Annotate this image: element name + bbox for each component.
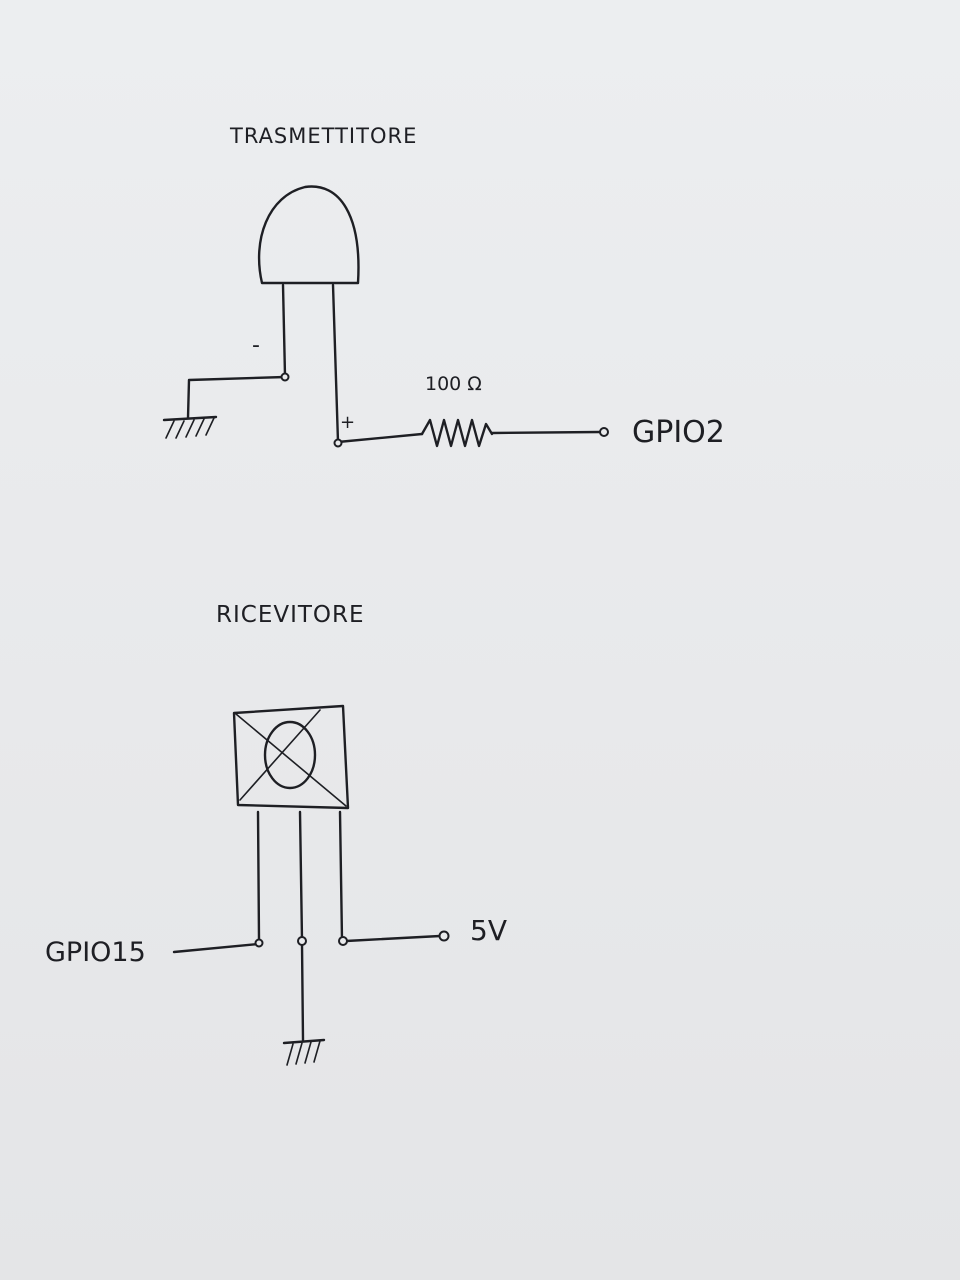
receiver-ground-symbol [282, 1038, 326, 1066]
transmitter-ground-symbol [162, 415, 218, 439]
led-anode-leg [331, 283, 340, 444]
anode-node [333, 438, 343, 448]
power-wire [344, 934, 442, 943]
gpio2-terminal [599, 427, 609, 437]
resistor-value-label: 100 Ω [425, 373, 482, 395]
receiver-title: RICEVITORE [216, 602, 365, 628]
led-cathode-leg [281, 283, 287, 378]
left-leg-node [254, 938, 264, 948]
receiver-right-leg [338, 810, 344, 942]
power-label: 5V [470, 914, 507, 947]
transmitter-title: TRASMETTITORE [229, 124, 417, 148]
gpio15-label: GPIO15 [45, 937, 146, 968]
power-terminal [438, 930, 450, 942]
minus-sign-label: - [252, 333, 260, 358]
ir-receiver-body [232, 704, 350, 810]
gpio2-wire [490, 430, 602, 435]
gpio2-label: GPIO2 [632, 415, 725, 450]
resistor-symbol [420, 418, 494, 448]
ir-led-body [257, 185, 360, 285]
anode-wire [336, 432, 424, 444]
receiver-ground-wire [300, 942, 305, 1042]
gpio15-wire [172, 942, 260, 954]
right-leg-node [338, 936, 348, 946]
receiver-middle-leg [298, 810, 304, 942]
cathode-node [280, 372, 290, 382]
plus-sign-label: + [340, 412, 355, 433]
cathode-ground-wire [186, 375, 287, 420]
middle-leg-node [297, 936, 307, 946]
receiver-left-leg [256, 810, 261, 942]
